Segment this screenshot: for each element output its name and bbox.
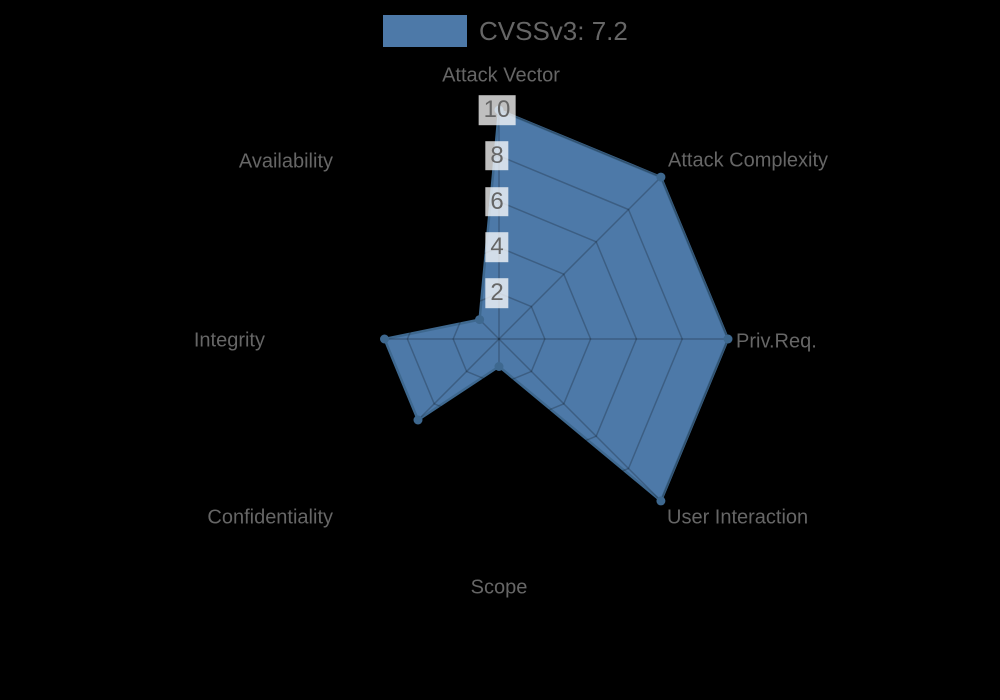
grid-ring xyxy=(406,246,592,432)
axis-label-attack-complexity: Attack Complexity xyxy=(668,149,829,172)
data-point xyxy=(494,362,504,371)
grid-ring xyxy=(360,200,638,478)
grid-ring xyxy=(269,109,729,569)
data-point xyxy=(380,334,389,344)
data-point xyxy=(656,172,666,182)
axis-label-availability: Availability xyxy=(238,150,333,173)
grid-spoke xyxy=(498,338,662,502)
grid-spoke xyxy=(498,176,662,340)
data-point xyxy=(413,415,423,425)
axis-label-scope: Scope xyxy=(470,576,528,599)
grid-ring xyxy=(314,154,684,524)
data-point xyxy=(656,496,666,506)
legend-label: CVSSv3: 7.2 xyxy=(479,15,628,46)
axis-label-confidentiality: Confidentiality xyxy=(207,506,333,529)
legend-swatch-icon xyxy=(383,15,467,47)
axis-label-attack-vector: Attack Vector xyxy=(442,64,560,87)
radial-tick-2: 2 xyxy=(485,278,509,308)
radial-tick-8: 8 xyxy=(485,141,509,171)
radial-tick-6: 6 xyxy=(485,186,509,217)
radial-tick-10: 10 xyxy=(478,95,516,125)
axis-label-integrity: Integrity xyxy=(193,329,265,352)
radial-tick-4: 4 xyxy=(485,232,509,263)
data-point xyxy=(475,315,485,325)
legend[interactable]: CVSSv3: 7.2 xyxy=(383,15,628,47)
grid-spoke xyxy=(336,176,500,340)
axis-label-priv-req: Priv.Req. xyxy=(736,330,817,353)
axis-label-user-interaction: User Interaction xyxy=(667,506,809,529)
grid-ring xyxy=(452,292,546,386)
data-point xyxy=(723,334,733,344)
